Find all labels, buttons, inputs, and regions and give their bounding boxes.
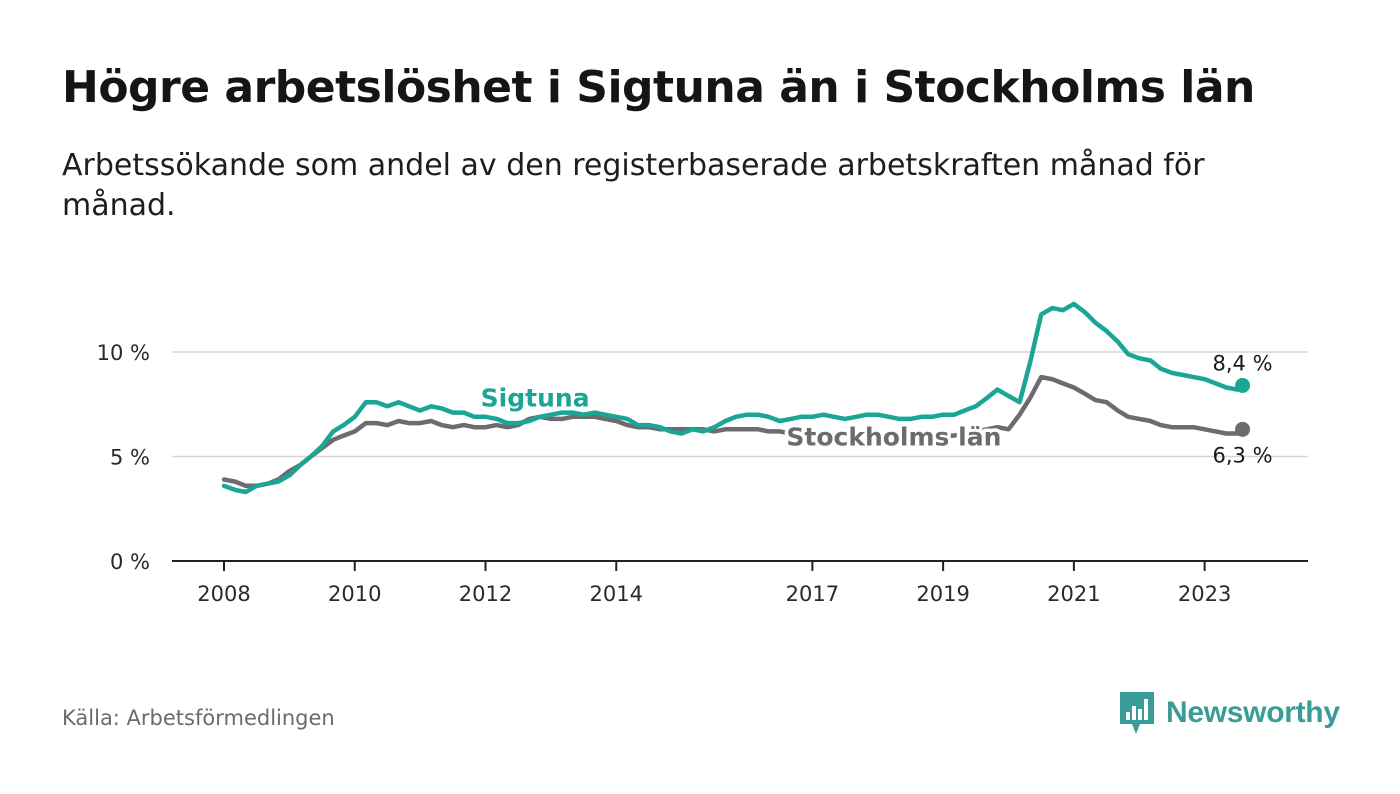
y-tick-label: 5 % <box>110 446 150 470</box>
y-tick-label: 10 % <box>97 341 150 365</box>
end-value-label-stockholms-län: 6,3 % <box>1213 443 1273 467</box>
end-point-sigtuna[interactable] <box>1235 377 1251 393</box>
series-line-sigtuna[interactable] <box>221 301 1245 495</box>
source-note: Källa: Arbetsförmedlingen <box>62 706 335 730</box>
y-tick-label: 0 % <box>110 550 150 574</box>
brand-name: Newsworthy <box>1166 696 1340 729</box>
series-label-stockholms-län: Stockholms län <box>786 423 1001 452</box>
x-tick-label: 2010 <box>328 582 381 606</box>
x-tick-label: 2017 <box>786 582 839 606</box>
brand-logo[interactable]: Newsworthy <box>1118 690 1340 736</box>
end-value-label-sigtuna: 8,4 % <box>1213 351 1273 375</box>
x-tick-label: 2021 <box>1047 582 1100 606</box>
end-point-stockholms-län[interactable] <box>1235 421 1251 437</box>
x-tick-label: 2019 <box>916 582 969 606</box>
chart-title: Högre arbetslöshet i Sigtuna än i Stockh… <box>62 62 1255 113</box>
x-tick-label: 2008 <box>197 582 250 606</box>
x-tick-label: 2014 <box>590 582 643 606</box>
bar-chart-speech-bubble-icon <box>1120 692 1154 734</box>
series-label-sigtuna: Sigtuna <box>481 384 590 413</box>
series-line-stockholms-län[interactable] <box>221 374 1245 489</box>
chart-subtitle: Arbetssökande som andel av den registerb… <box>62 148 1205 223</box>
x-tick-label: 2023 <box>1178 582 1231 606</box>
x-tick-label: 2012 <box>459 582 512 606</box>
